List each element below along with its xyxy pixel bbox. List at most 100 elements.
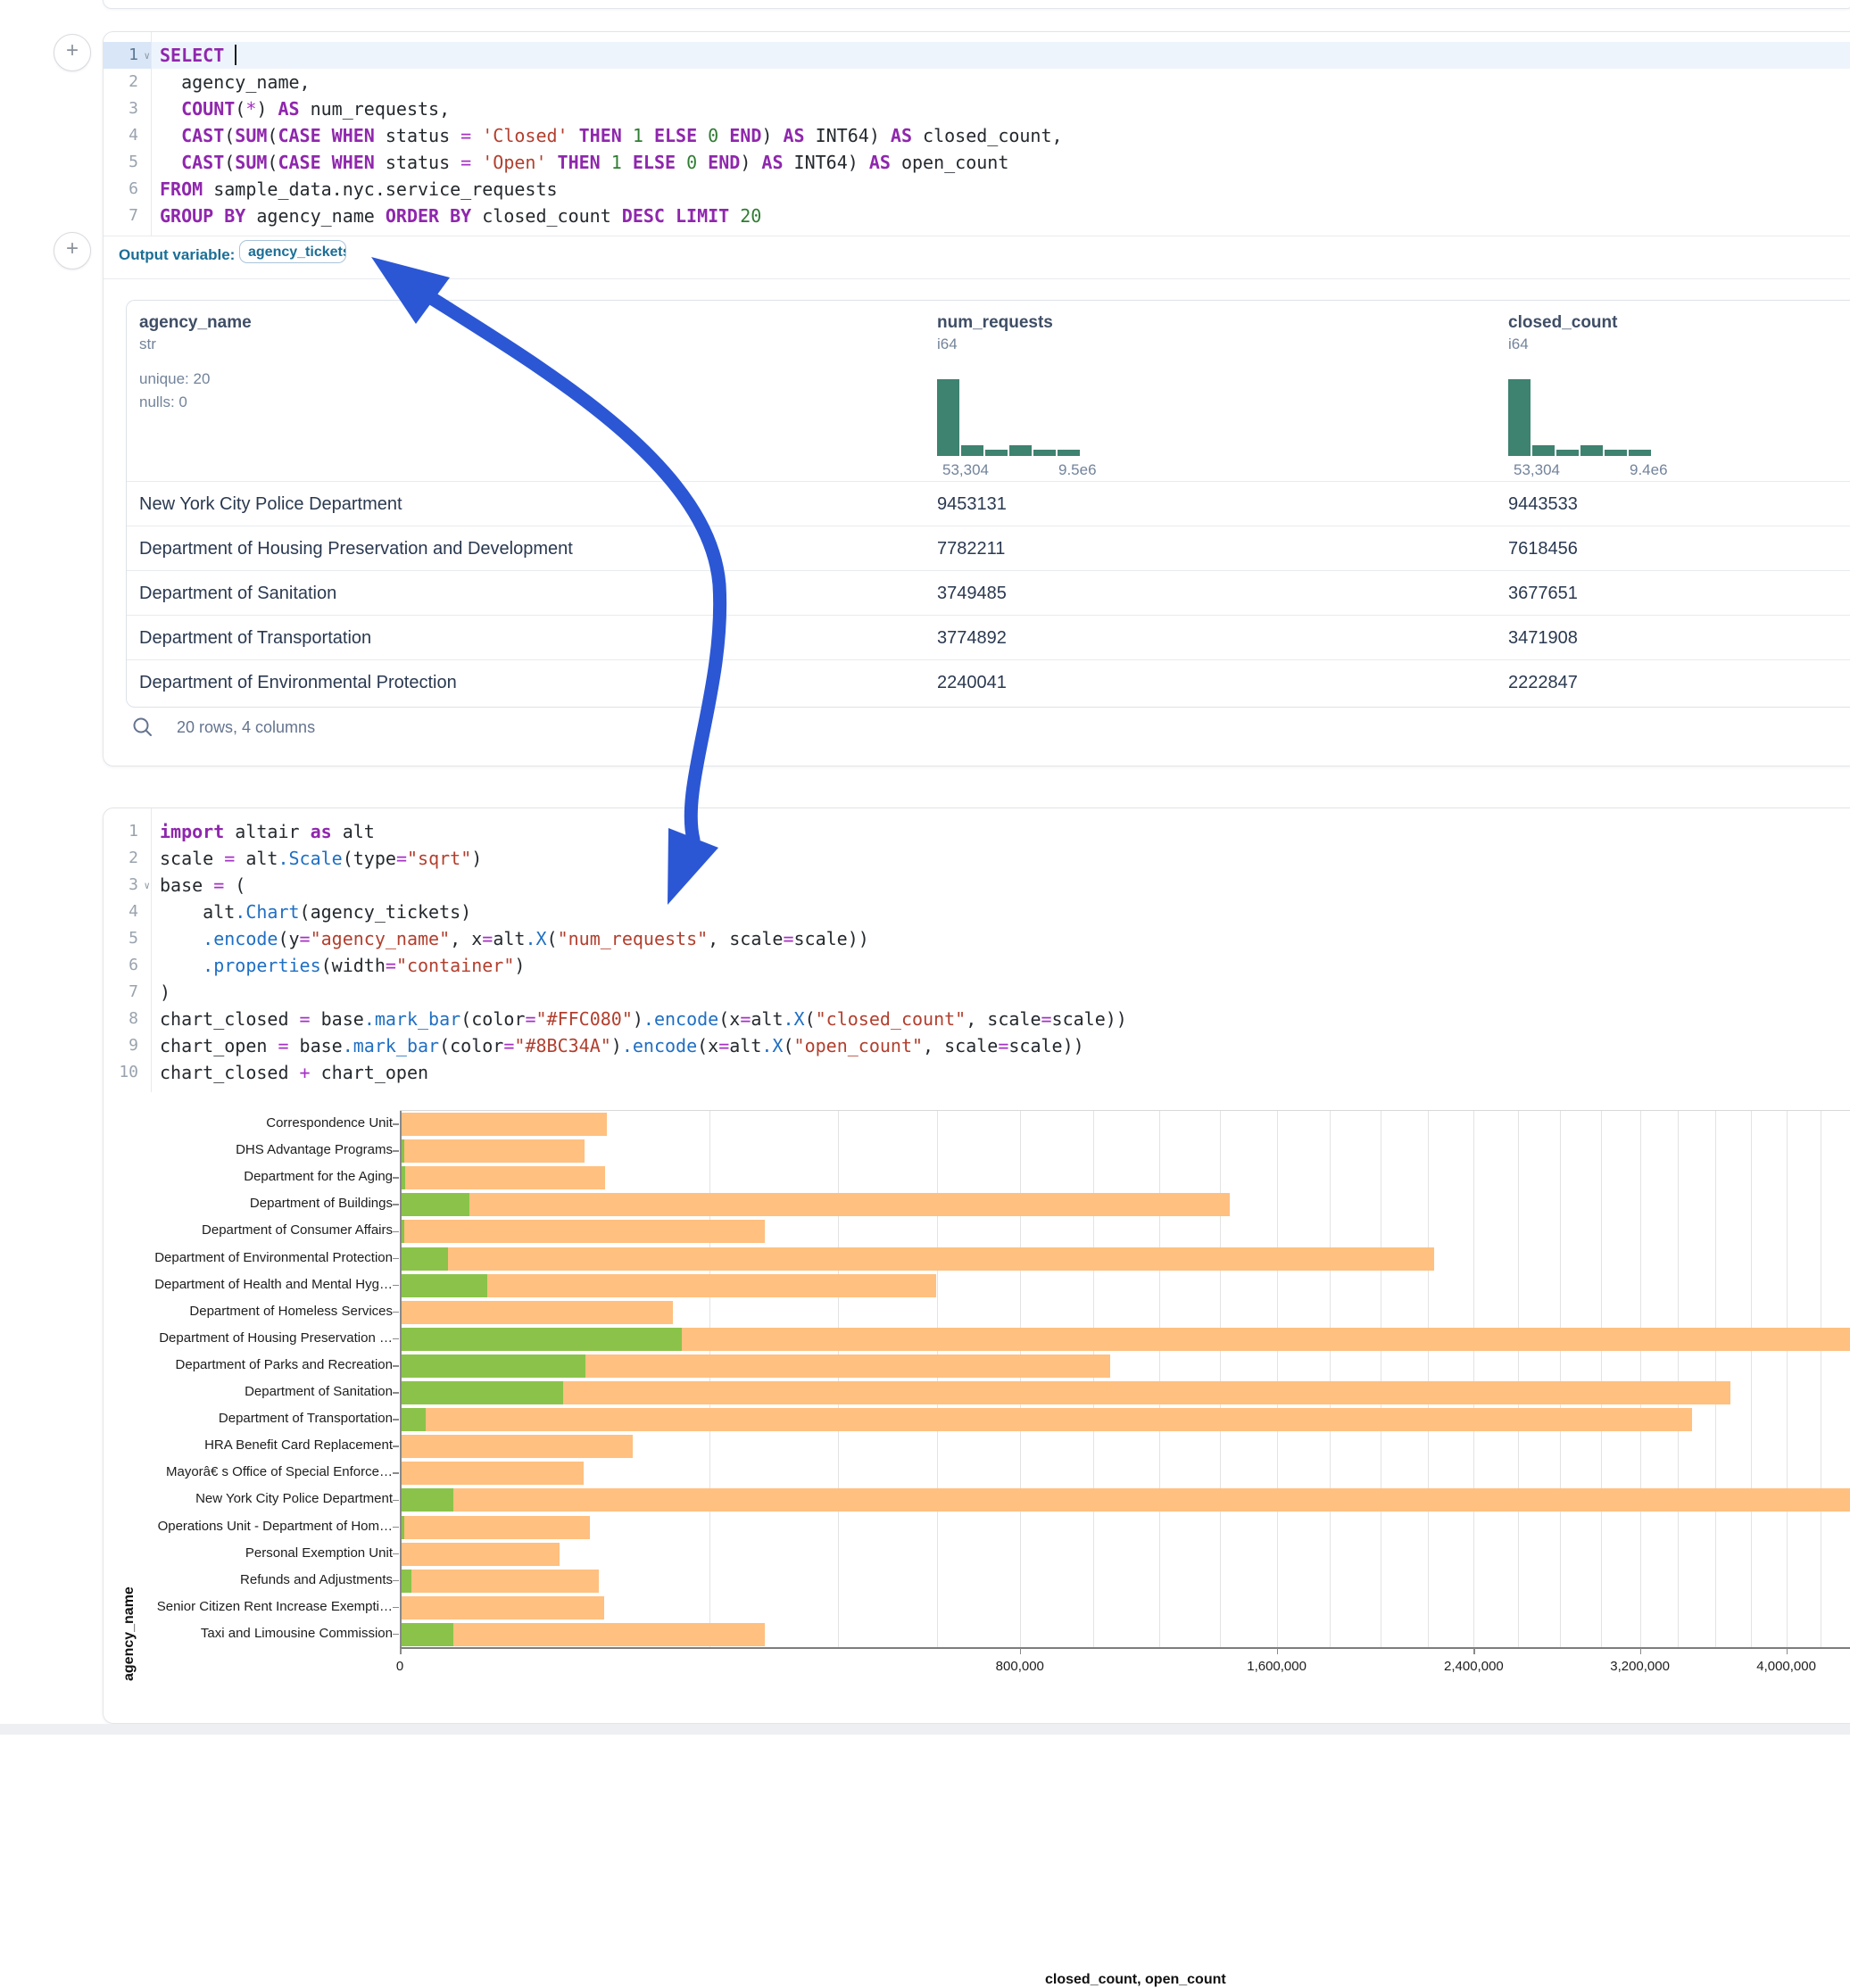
code-text: agency_name,: [160, 69, 311, 95]
closed-count-bar[interactable]: [401, 1166, 605, 1189]
code-text: import altair as alt: [160, 818, 375, 845]
search-icon[interactable]: [131, 716, 154, 739]
chart-category-label: Department of Buildings: [250, 1190, 393, 1217]
closed-count-bar[interactable]: [401, 1381, 1730, 1404]
column-name: closed_count: [1508, 313, 1812, 333]
code-line[interactable]: 2 agency_name,: [104, 69, 1850, 95]
open-count-bar[interactable]: [401, 1488, 453, 1512]
code-line[interactable]: 6FROM sample_data.nyc.service_requests: [104, 176, 1850, 203]
chart-category-label: Department of Consumer Affairs: [202, 1217, 393, 1244]
code-line[interactable]: 3 COUNT(*) AS num_requests,: [104, 95, 1850, 122]
closed-count-bar[interactable]: [401, 1113, 607, 1136]
code-text: chart_closed = base.mark_bar(color="#FFC…: [160, 1006, 1127, 1032]
line-number: 6: [104, 952, 151, 979]
table-row[interactable]: Department of Environmental Protection22…: [127, 659, 1850, 705]
open-count-bar[interactable]: [401, 1516, 404, 1539]
code-line[interactable]: 2scale = alt.Scale(type="sqrt"): [104, 845, 1850, 872]
closed-count-bar[interactable]: [401, 1301, 673, 1324]
chart-category-label: Mayorâ€ s Office of Special Enforce…: [166, 1459, 393, 1486]
closed-count-bar[interactable]: [401, 1247, 1434, 1271]
table-row[interactable]: New York City Police Department 9453131 94…: [127, 481, 1850, 526]
python-code-editor[interactable]: 1import altair as alt2scale = alt.Scale(…: [104, 808, 1850, 1102]
code-text: alt.Chart(agency_tickets): [160, 899, 471, 925]
code-text: chart_closed + chart_open: [160, 1059, 428, 1086]
table-column-header[interactable]: agency_name strunique: 20nulls: 0: [139, 313, 443, 481]
code-line[interactable]: 5 .encode(y="agency_name", x=alt.X("num_…: [104, 925, 1850, 952]
line-number: 4: [104, 899, 151, 925]
code-text: .encode(y="agency_name", x=alt.X("num_re…: [160, 925, 869, 952]
closed-count-bar[interactable]: [401, 1139, 585, 1163]
gutter-divider: [151, 808, 152, 1092]
open-count-bar[interactable]: [401, 1247, 448, 1271]
code-line[interactable]: 4 CAST(SUM(CASE WHEN status = 'Closed' T…: [104, 122, 1850, 149]
open-count-bar[interactable]: [401, 1139, 404, 1163]
code-line[interactable]: 3∨base = (: [104, 872, 1850, 899]
altair-chart: agency_name Correspondence UnitDHS Advan…: [104, 1110, 1850, 1699]
table-column-header[interactable]: num_requests i6453,3049.5e6: [937, 313, 1240, 481]
open-count-bar[interactable]: [401, 1328, 682, 1351]
code-line[interactable]: 7GROUP BY agency_name ORDER BY closed_co…: [104, 203, 1850, 229]
open-count-bar[interactable]: [401, 1381, 563, 1404]
closed-count-bar[interactable]: [401, 1488, 1850, 1512]
open-count-bar[interactable]: [401, 1274, 487, 1297]
output-variable-chip[interactable]: agency_tickets: [239, 240, 346, 263]
table-cell: New York City Police Department: [139, 482, 402, 526]
add-cell-button-output[interactable]: +: [54, 232, 91, 269]
code-line[interactable]: 5 CAST(SUM(CASE WHEN status = 'Open' THE…: [104, 149, 1850, 176]
table-cell: 3749485: [937, 571, 1007, 616]
gridline: [1330, 1111, 1331, 1648]
open-count-bar[interactable]: [401, 1623, 453, 1646]
add-cell-button-top[interactable]: +: [54, 34, 91, 71]
closed-count-bar[interactable]: [401, 1516, 590, 1539]
closed-count-bar[interactable]: [401, 1220, 765, 1243]
collapse-chevron-icon[interactable]: ∨: [144, 873, 150, 899]
table-column-header[interactable]: closed_count i6453,3049.4e6: [1508, 313, 1812, 481]
table-cell: 7618456: [1508, 526, 1578, 571]
code-text: CAST(SUM(CASE WHEN status = 'Open' THEN …: [160, 149, 1008, 176]
gridline: [1560, 1111, 1561, 1648]
open-count-bar[interactable]: [401, 1570, 411, 1593]
gridline: [1428, 1111, 1429, 1648]
code-line[interactable]: 7): [104, 979, 1850, 1006]
open-count-bar[interactable]: [401, 1193, 469, 1216]
chart-y-labels: Correspondence UnitDHS Advantage Program…: [104, 1110, 393, 1647]
previous-cell-edge: [103, 0, 1850, 9]
sql-code-editor[interactable]: 1∨SELECT 2 agency_name,3 COUNT(*) AS num…: [104, 32, 1850, 245]
code-line[interactable]: 1∨SELECT: [104, 42, 1850, 69]
open-count-bar[interactable]: [401, 1166, 405, 1189]
closed-count-bar[interactable]: [401, 1408, 1692, 1431]
code-line[interactable]: 10chart_closed + chart_open: [104, 1059, 1850, 1086]
open-count-bar[interactable]: [401, 1354, 585, 1378]
closed-count-bar[interactable]: [401, 1543, 560, 1566]
chart-x-ticks: 0800,0001,600,0002,400,0003,200,0004,000…: [400, 1648, 1850, 1684]
closed-count-bar[interactable]: [401, 1623, 765, 1646]
table-row[interactable]: Department of Sanitation37494853677651: [127, 570, 1850, 616]
table-cell: 3774892: [937, 616, 1007, 660]
code-line[interactable]: 9chart_open = base.mark_bar(color="#8BC3…: [104, 1032, 1850, 1059]
closed-count-bar[interactable]: [401, 1570, 599, 1593]
closed-count-bar[interactable]: [401, 1193, 1230, 1216]
gridline: [1640, 1111, 1641, 1648]
closed-count-bar[interactable]: [401, 1435, 633, 1458]
code-line[interactable]: 6 .properties(width="container"): [104, 952, 1850, 979]
open-count-bar[interactable]: [401, 1220, 404, 1243]
chart-category-label: DHS Advantage Programs: [236, 1137, 393, 1164]
line-number: 5: [104, 149, 151, 176]
table-cell: 9443533: [1508, 482, 1578, 526]
code-text: chart_open = base.mark_bar(color="#8BC34…: [160, 1032, 1084, 1059]
closed-count-bar[interactable]: [401, 1596, 604, 1619]
table-cell: 9453131: [937, 482, 1007, 526]
gridline: [1020, 1111, 1021, 1648]
code-line[interactable]: 4 alt.Chart(agency_tickets): [104, 899, 1850, 925]
table-row[interactable]: Department of Transportation377489234719…: [127, 615, 1850, 660]
collapse-chevron-icon[interactable]: ∨: [144, 43, 150, 70]
code-line[interactable]: 8chart_closed = base.mark_bar(color="#FF…: [104, 1006, 1850, 1032]
code-line[interactable]: 1import altair as alt: [104, 818, 1850, 845]
column-histogram: 53,3049.4e6: [1508, 379, 1660, 456]
open-count-bar[interactable]: [401, 1408, 426, 1431]
chart-category-label: Correspondence Unit: [266, 1110, 393, 1137]
table-body: New York City Police Department 9453131 94…: [127, 481, 1850, 707]
table-row[interactable]: Department of Housing Preservation and D…: [127, 526, 1850, 571]
closed-count-bar[interactable]: [401, 1462, 584, 1485]
chart-x-tick-label: 3,200,000: [1610, 1659, 1670, 1674]
